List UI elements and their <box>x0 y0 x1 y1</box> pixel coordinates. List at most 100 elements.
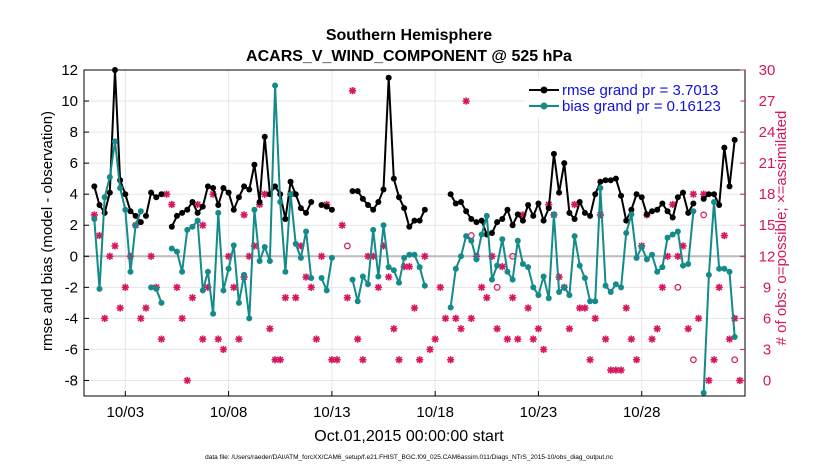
obs-marker-stroke <box>302 273 310 281</box>
obs-marker-stroke <box>395 356 403 364</box>
bias-point <box>416 264 423 271</box>
obs-assimilated-marker <box>689 190 697 198</box>
bias-point <box>561 284 568 291</box>
rmse-point <box>654 206 661 213</box>
obs-assimilated-marker <box>570 200 579 209</box>
obs-marker-stroke <box>648 335 656 343</box>
obs-marker-stroke <box>442 315 449 322</box>
rmse-point <box>540 217 547 224</box>
bias-point <box>323 287 330 294</box>
obs-marker-stroke <box>622 304 630 312</box>
bias-point <box>375 273 382 280</box>
bias-point <box>251 206 258 213</box>
bias-point <box>535 292 542 299</box>
obs-assimilated-marker <box>540 345 548 354</box>
rmse-point <box>179 209 186 216</box>
obs-assimilated-marker <box>524 304 532 312</box>
obs-assimilated-marker <box>705 376 713 385</box>
bias-point <box>638 243 645 250</box>
bias-point <box>153 285 160 292</box>
bias-point <box>370 226 377 233</box>
obs-assimilated-marker <box>188 294 197 302</box>
rmse-point <box>421 206 428 213</box>
rmse-point <box>643 211 650 218</box>
bias-point <box>111 138 118 145</box>
bias-point <box>241 271 248 278</box>
rmse-point <box>390 175 397 182</box>
obs-assimilated-marker <box>173 283 181 291</box>
obs-assimilated-marker <box>622 304 630 312</box>
obs-assimilated-marker <box>441 314 450 322</box>
bias-point <box>628 211 635 218</box>
bias-point <box>478 231 485 238</box>
obs-possible-marker <box>689 356 697 364</box>
chart-subtitle: ACARS_V_WIND_COMPONENT @ 525 hPa <box>246 48 572 65</box>
rmse-point <box>411 217 418 224</box>
rmse-point <box>494 219 501 226</box>
obs-marker-stroke <box>225 253 232 260</box>
rmse-point <box>514 211 521 218</box>
obs-assimilated-marker <box>168 200 176 209</box>
rmse-point <box>716 202 723 209</box>
obs-assimilated-marker <box>312 335 320 343</box>
obs-marker-stroke <box>147 253 155 260</box>
obs-assimilated-marker <box>235 335 243 343</box>
y-axis-left: -8 -6 -4 -2 0 2 4 6 8 10 12 <box>61 62 89 389</box>
rmse-point <box>685 209 692 216</box>
legend-bias-marker <box>540 102 548 110</box>
rmse-point <box>488 230 495 236</box>
obs-assimilated-marker <box>261 190 269 198</box>
obs-marker-stroke <box>659 284 666 291</box>
obs-possible-marker <box>343 242 351 250</box>
bias-point <box>726 268 733 275</box>
bias-point <box>204 268 211 275</box>
obs-marker-stroke <box>504 335 511 343</box>
bias-point <box>623 230 630 236</box>
rmse-point <box>705 191 712 198</box>
legend-rmse-label: rmse grand pr = 3.7013 <box>562 82 718 99</box>
obs-marker-stroke <box>199 221 207 229</box>
bias-point <box>654 268 661 275</box>
rmse-point <box>669 214 676 221</box>
rmse-line <box>170 135 313 228</box>
rmse-point <box>199 203 206 210</box>
bias-point <box>530 284 537 291</box>
y-tick-label: 10 <box>61 93 78 110</box>
obs-marker-stroke <box>292 294 299 301</box>
rmse-point <box>380 186 387 193</box>
rmse-point <box>602 177 609 184</box>
obs-marker-stroke <box>540 346 547 353</box>
obs-assimilated-marker <box>276 356 284 364</box>
rmse-point <box>607 177 614 184</box>
bias-point <box>96 285 103 292</box>
obs-assimilated-marker <box>694 314 703 322</box>
y2-tick-label: 18 <box>759 186 776 203</box>
rmse-line <box>352 76 426 228</box>
legend-bias-label: bias grand pr = 0.16123 <box>562 98 721 115</box>
rmse-point <box>137 219 144 226</box>
bias-point <box>168 245 175 252</box>
rmse-point <box>731 136 738 143</box>
obs-marker-stroke <box>535 325 542 332</box>
y-tick-label: 12 <box>61 62 78 79</box>
x-axis: 10/03 10/08 10/13 10/18 10/23 10/28 <box>107 391 660 421</box>
obs-marker-stroke <box>354 335 361 343</box>
obs-assimilated-marker <box>147 252 155 260</box>
obs-marker-stroke <box>390 325 398 332</box>
obs-marker-stroke <box>509 294 516 301</box>
bias-line <box>320 257 333 292</box>
obs-possible-marker <box>467 232 475 239</box>
bias-point <box>401 254 408 261</box>
y-tick-label: -2 <box>65 279 78 296</box>
bias-series <box>91 82 738 396</box>
obs-marker-stroke <box>736 377 744 384</box>
rmse-point <box>246 186 253 193</box>
bias-point <box>137 208 144 215</box>
obs-assimilated-marker <box>452 314 460 322</box>
obs-marker-stroke <box>101 315 108 322</box>
bias-point <box>680 262 687 269</box>
obs-marker-stroke <box>359 356 367 364</box>
y-axis-label: rmse and bias (model - observation) <box>39 111 56 351</box>
y-tick-label: -4 <box>65 310 78 327</box>
rmse-point <box>499 216 506 223</box>
